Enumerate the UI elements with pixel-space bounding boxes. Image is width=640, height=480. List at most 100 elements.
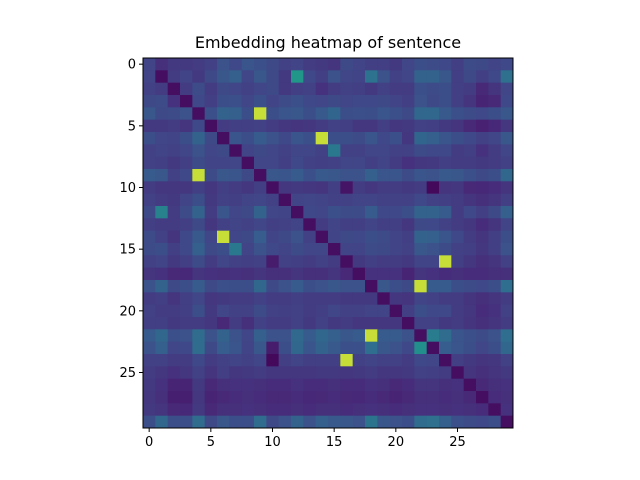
heatmap-cell [414,267,428,281]
heatmap-cell [143,230,156,244]
y-tick-label: 5 [128,119,136,134]
heatmap-cell [192,169,206,182]
heatmap-cell [463,156,477,170]
heatmap-cell [463,354,477,367]
heatmap-cell [439,391,452,404]
heatmap-cell [217,366,230,380]
heatmap-cell [414,354,428,367]
heatmap-cell [266,119,280,133]
heatmap-cell [365,169,378,182]
heatmap-cell [291,181,304,195]
heatmap-cell [476,255,489,269]
heatmap-cell [500,58,514,71]
heatmap-cell [352,70,366,84]
heatmap-cell [266,107,280,121]
heatmap-cell [303,280,317,293]
heatmap-cell [303,181,317,195]
heatmap-cell [488,292,502,306]
heatmap-cell [291,317,304,330]
heatmap-cell [352,304,366,318]
heatmap-cell [488,403,502,417]
heatmap-cell [303,292,317,306]
heatmap-cell [315,193,329,207]
heatmap-cell [426,267,440,281]
heatmap-cell [204,181,218,195]
heatmap-cell [278,329,292,343]
heatmap-cell [402,391,415,404]
heatmap-cell [439,230,452,244]
heatmap-cell [426,218,440,232]
heatmap-cell [414,144,428,158]
heatmap-cell [328,58,341,71]
heatmap-cell [328,391,341,404]
heatmap-cell [365,243,378,256]
heatmap-cell [463,317,477,330]
heatmap-cell [217,156,230,170]
heatmap-cell [463,82,477,96]
heatmap-cell [426,280,440,293]
plot-frame [142,57,514,429]
heatmap-cell [426,107,440,121]
heatmap-cell [377,119,391,133]
heatmap-cell [340,181,354,195]
heatmap-cell [241,415,255,429]
heatmap-cell [488,317,502,330]
heatmap-cell [439,119,452,133]
heatmap-cell [180,156,193,170]
heatmap-cell [217,144,230,158]
heatmap-cell [192,243,206,256]
heatmap-cell [315,292,329,306]
heatmap-cell [315,267,329,281]
heatmap-cell [402,119,415,133]
heatmap-cell [192,329,206,343]
heatmap-cell [155,354,169,367]
heatmap-cell [476,243,489,256]
heatmap-cell [476,366,489,380]
heatmap-cell [155,378,169,392]
heatmap-cell [155,70,169,84]
heatmap-cell [476,267,489,281]
heatmap-cell [414,119,428,133]
heatmap-cell [303,156,317,170]
heatmap-cell [500,354,514,367]
heatmap-cell [389,304,403,318]
heatmap-cell [463,206,477,219]
heatmap-cell [476,354,489,367]
heatmap-cell [217,255,230,269]
heatmap-cell [377,267,391,281]
heatmap-cell [389,329,403,343]
heatmap-cell [426,391,440,404]
heatmap-cell [402,193,415,207]
heatmap-cell [278,267,292,281]
heatmap-cell [180,70,193,84]
heatmap-cell [352,267,366,281]
heatmap-cell [204,415,218,429]
heatmap-cell [254,280,267,293]
heatmap-cell [315,82,329,96]
heatmap-cell [451,95,465,108]
heatmap-cell [340,193,354,207]
heatmap-cell [476,329,489,343]
heatmap-cell [180,354,193,367]
heatmap-cell [217,329,230,343]
heatmap-cell [143,317,156,330]
heatmap-cell [352,156,366,170]
heatmap-cell [241,243,255,256]
heatmap-cell [278,366,292,380]
heatmap-cell [352,95,366,108]
heatmap-cell [180,169,193,182]
heatmap-cell [192,181,206,195]
heatmap-cell [328,107,341,121]
heatmap-cell [180,317,193,330]
heatmap-cell [365,218,378,232]
heatmap-cell [328,181,341,195]
heatmap-cell [500,280,514,293]
heatmap-cell [365,132,378,145]
heatmap-cell [488,107,502,121]
heatmap-cell [488,378,502,392]
heatmap-cell [439,329,452,343]
heatmap-cell [500,119,514,133]
heatmap-cell [463,267,477,281]
heatmap-cell [229,82,243,96]
heatmap-cell [414,169,428,182]
